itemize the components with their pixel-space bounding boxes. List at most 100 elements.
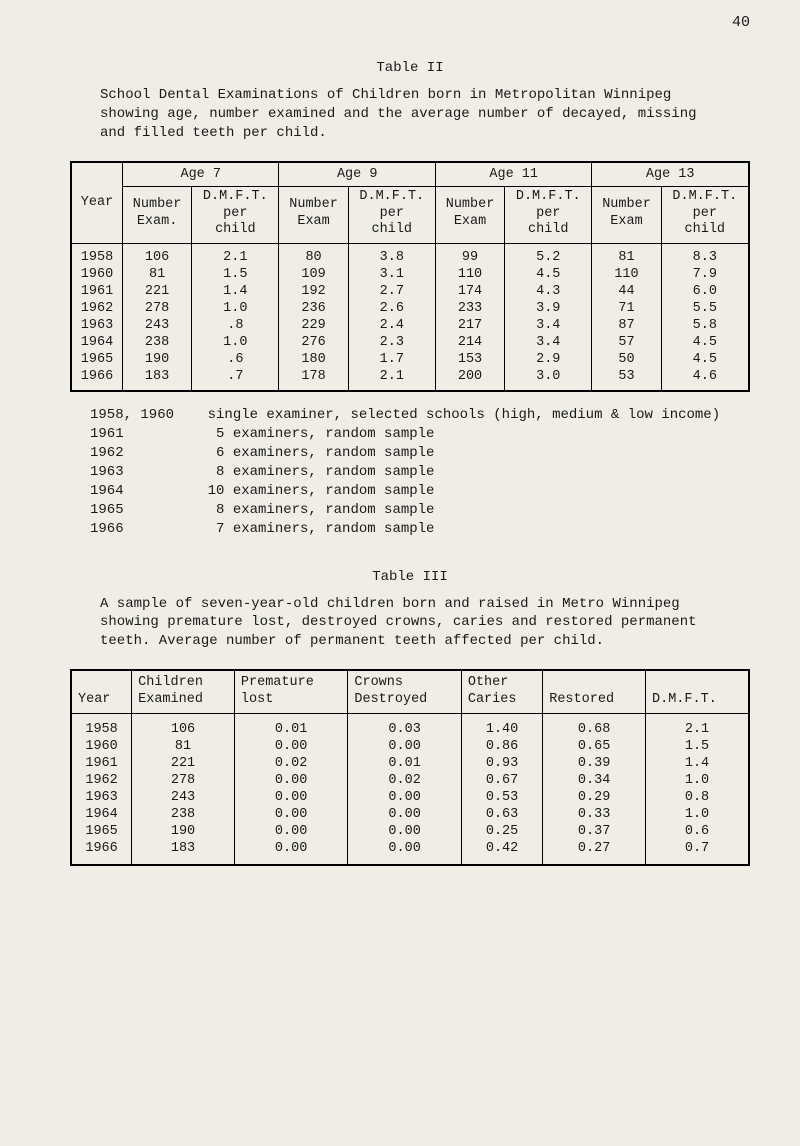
cell: 153 (435, 351, 504, 368)
table-row: 1960811.51093.11104.51107.9 (71, 266, 749, 283)
table-row: 19612211.41922.71744.3446.0 (71, 283, 749, 300)
cell: 1966 (71, 840, 132, 865)
cell: 0.7 (646, 840, 750, 865)
cell: 4.5 (505, 266, 592, 283)
cell: 0.39 (543, 755, 646, 772)
table-row: 19661830.000.000.420.270.7 (71, 840, 749, 865)
cell: 3.4 (505, 334, 592, 351)
cell: 1958 (71, 244, 123, 267)
table2-intro: School Dental Examinations of Children b… (100, 86, 720, 143)
cell: 1960 (71, 738, 132, 755)
cell: 0.00 (234, 840, 347, 865)
table-row: 1966183.71782.12003.0534.6 (71, 368, 749, 391)
cell: 4.5 (661, 334, 749, 351)
cell: 1964 (71, 806, 132, 823)
cell: 2.6 (348, 300, 435, 317)
table3: Year ChildrenExamined Prematurelost Crow… (70, 669, 750, 866)
cell: 1.4 (646, 755, 750, 772)
cell: 1962 (71, 300, 123, 317)
cell: 44 (592, 283, 661, 300)
cell: 221 (132, 755, 235, 772)
cell: 0.42 (461, 840, 542, 865)
cell: 229 (279, 317, 348, 334)
cell: 57 (592, 334, 661, 351)
cell: 1960 (71, 266, 123, 283)
cell: 1964 (71, 334, 123, 351)
cell: 2.1 (192, 244, 279, 267)
cell: 238 (123, 334, 192, 351)
table-row: 19642381.02762.32143.4574.5 (71, 334, 749, 351)
cell: 80 (279, 244, 348, 267)
table-row: 19651900.000.000.250.370.6 (71, 823, 749, 840)
cell: 4.6 (661, 368, 749, 391)
cell: 2.4 (348, 317, 435, 334)
col-year: Year (71, 670, 132, 713)
subhead: NumberExam (592, 186, 661, 244)
subhead: NumberExam (435, 186, 504, 244)
age-group-7: Age 7 (123, 162, 279, 187)
cell: 5.8 (661, 317, 749, 334)
cell: 0.00 (348, 823, 461, 840)
cell: 2.1 (348, 368, 435, 391)
col-children: ChildrenExamined (132, 670, 235, 713)
cell: 1.40 (461, 713, 542, 738)
cell: 0.27 (543, 840, 646, 865)
cell: 1963 (71, 789, 132, 806)
table-row: 1960810.000.000.860.651.5 (71, 738, 749, 755)
table2-title: Table II (70, 60, 750, 76)
cell: 278 (123, 300, 192, 317)
cell: 71 (592, 300, 661, 317)
cell: 5.5 (661, 300, 749, 317)
page: 40 Table II School Dental Examinations o… (0, 0, 800, 1146)
cell: 0.00 (234, 823, 347, 840)
cell: 110 (592, 266, 661, 283)
cell: 2.7 (348, 283, 435, 300)
cell: 0.00 (348, 806, 461, 823)
cell: 190 (123, 351, 192, 368)
cell: 1965 (71, 823, 132, 840)
table-row: 19581060.010.031.400.682.1 (71, 713, 749, 738)
cell: 1963 (71, 317, 123, 334)
cell: 221 (123, 283, 192, 300)
note-line: 1963 8 examiners, random sample (90, 463, 750, 482)
note-line: 1964 10 examiners, random sample (90, 482, 750, 501)
cell: 0.37 (543, 823, 646, 840)
cell: 238 (132, 806, 235, 823)
table2: Year Age 7 Age 9 Age 11 Age 13 NumberExa… (70, 161, 750, 393)
year-header: Year (71, 162, 123, 244)
note-line: 1965 8 examiners, random sample (90, 501, 750, 520)
cell: 50 (592, 351, 661, 368)
subhead: D.M.F.T.perchild (192, 186, 279, 244)
age-group-9: Age 9 (279, 162, 435, 187)
cell: 3.8 (348, 244, 435, 267)
cell: 0.33 (543, 806, 646, 823)
subhead: D.M.F.T.perchild (505, 186, 592, 244)
cell: 1.0 (192, 334, 279, 351)
subhead: NumberExam (279, 186, 348, 244)
cell: 1.7 (348, 351, 435, 368)
cell: 110 (435, 266, 504, 283)
note-line: 1962 6 examiners, random sample (90, 444, 750, 463)
cell: 2.9 (505, 351, 592, 368)
col-other: OtherCaries (461, 670, 542, 713)
cell: 2.1 (646, 713, 750, 738)
note-line: 1958, 1960 single examiner, selected sch… (90, 406, 750, 425)
table3-title: Table III (70, 569, 750, 585)
cell: 1.4 (192, 283, 279, 300)
cell: 0.01 (234, 713, 347, 738)
col-premature: Prematurelost (234, 670, 347, 713)
cell: 243 (123, 317, 192, 334)
cell: 0.03 (348, 713, 461, 738)
cell: 1.0 (646, 806, 750, 823)
cell: 190 (132, 823, 235, 840)
cell: 0.00 (234, 789, 347, 806)
cell: 1.0 (192, 300, 279, 317)
cell: 1961 (71, 283, 123, 300)
cell: 4.3 (505, 283, 592, 300)
cell: 0.93 (461, 755, 542, 772)
cell: 276 (279, 334, 348, 351)
age-group-11: Age 11 (435, 162, 591, 187)
cell: 0.01 (348, 755, 461, 772)
note-line: 1966 7 examiners, random sample (90, 520, 750, 539)
note-line: 1961 5 examiners, random sample (90, 425, 750, 444)
